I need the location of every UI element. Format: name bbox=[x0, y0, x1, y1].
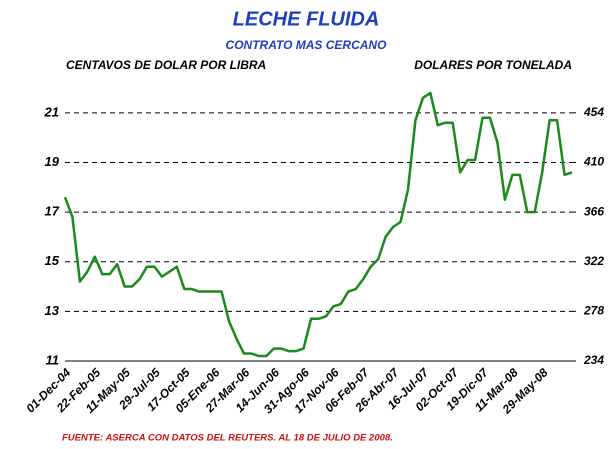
chart-title: LECHE FLUIDA bbox=[233, 8, 380, 30]
y-tick-label: 17 bbox=[45, 204, 60, 219]
y-tick-label: 21 bbox=[44, 104, 59, 119]
y-tick-label: 15 bbox=[45, 253, 60, 268]
source-note: FUENTE: ASERCA CON DATOS DEL REUTERS. AL… bbox=[62, 433, 393, 444]
y2-tick-label: 278 bbox=[583, 304, 604, 318]
y-tick-label: 13 bbox=[45, 303, 60, 318]
y2-tick-label: 410 bbox=[583, 155, 604, 169]
y2-tick-label: 234 bbox=[583, 353, 604, 367]
y-tick-label: 19 bbox=[45, 154, 60, 169]
y2-tick-label: 322 bbox=[584, 254, 604, 268]
y-tick-label: 11 bbox=[46, 352, 60, 367]
chart-subtitle: CONTRATO MAS CERCANO bbox=[226, 38, 388, 52]
data-line bbox=[63, 91, 573, 358]
y-axis-label: CENTAVOS DE DOLAR POR LIBRA bbox=[66, 58, 266, 72]
y2-axis-label: DOLARES POR TONELADA bbox=[414, 58, 572, 72]
y2-tick-label: 366 bbox=[584, 204, 604, 218]
y2-tick-label: 454 bbox=[583, 105, 604, 119]
